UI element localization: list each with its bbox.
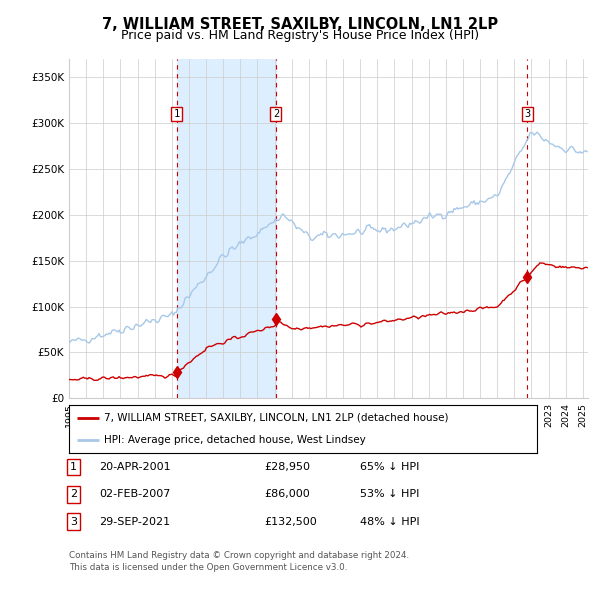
Text: 29-SEP-2021: 29-SEP-2021 [99,517,170,526]
Text: 2: 2 [70,490,77,499]
Text: 1: 1 [174,109,180,119]
Text: £86,000: £86,000 [264,490,310,499]
Text: 48% ↓ HPI: 48% ↓ HPI [360,517,419,526]
Text: 2: 2 [273,109,279,119]
Text: £132,500: £132,500 [264,517,317,526]
Text: Contains HM Land Registry data © Crown copyright and database right 2024.: Contains HM Land Registry data © Crown c… [69,552,409,560]
Text: 3: 3 [70,517,77,526]
Text: 65% ↓ HPI: 65% ↓ HPI [360,463,419,472]
Text: 20-APR-2001: 20-APR-2001 [99,463,170,472]
Text: 1: 1 [70,463,77,472]
Text: This data is licensed under the Open Government Licence v3.0.: This data is licensed under the Open Gov… [69,563,347,572]
Text: 53% ↓ HPI: 53% ↓ HPI [360,490,419,499]
Bar [177,59,276,398]
Text: £28,950: £28,950 [264,463,310,472]
Text: 7, WILLIAM STREET, SAXILBY, LINCOLN, LN1 2LP: 7, WILLIAM STREET, SAXILBY, LINCOLN, LN1… [102,17,498,31]
Text: HPI: Average price, detached house, West Lindsey: HPI: Average price, detached house, West… [104,435,366,445]
Text: 3: 3 [524,109,530,119]
Text: 7, WILLIAM STREET, SAXILBY, LINCOLN, LN1 2LP (detached house): 7, WILLIAM STREET, SAXILBY, LINCOLN, LN1… [104,413,449,423]
Text: 02-FEB-2007: 02-FEB-2007 [99,490,170,499]
Text: Price paid vs. HM Land Registry's House Price Index (HPI): Price paid vs. HM Land Registry's House … [121,30,479,42]
